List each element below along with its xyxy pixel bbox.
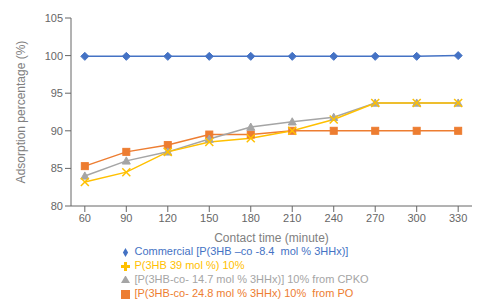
svg-text:105: 105 bbox=[45, 12, 63, 24]
svg-text:90: 90 bbox=[51, 125, 63, 137]
svg-text:Adsorption percentage (%): Adsorption percentage (%) bbox=[14, 41, 28, 184]
html-text:[P(3HB-co- 24.8 mol % 3HHx) 10: [P(3HB-co- 24.8 mol % 3HHx) 10% from PO bbox=[134, 287, 354, 299]
svg-text:95: 95 bbox=[51, 87, 63, 99]
svg-text:240: 240 bbox=[325, 212, 343, 224]
html-text:P(3HB 39 mol %) 10%: P(3HB 39 mol %) 10% bbox=[134, 259, 245, 271]
svg-text:60: 60 bbox=[79, 212, 91, 224]
svg-text:Contact time (minute): Contact time (minute) bbox=[214, 231, 329, 245]
svg-text:210: 210 bbox=[283, 212, 301, 224]
svg-text:80: 80 bbox=[51, 200, 63, 212]
svg-text:150: 150 bbox=[200, 212, 218, 224]
svg-text:330: 330 bbox=[449, 212, 467, 224]
svg-text:300: 300 bbox=[408, 212, 426, 224]
svg-text:180: 180 bbox=[242, 212, 260, 224]
svg-text:85: 85 bbox=[51, 162, 63, 174]
svg-text:100: 100 bbox=[45, 50, 63, 62]
html-text:[P(3HB-co- 14.7 mol % 3HHx)] 1: [P(3HB-co- 14.7 mol % 3HHx)] 10% from CP… bbox=[134, 273, 369, 285]
svg-text:120: 120 bbox=[159, 212, 177, 224]
html-text:Commercial [P(3HB –co -8.4 mol: Commercial [P(3HB –co -8.4 mol % 3HHx)] bbox=[134, 245, 349, 257]
svg-text:270: 270 bbox=[366, 212, 384, 224]
svg-text:90: 90 bbox=[120, 212, 132, 224]
